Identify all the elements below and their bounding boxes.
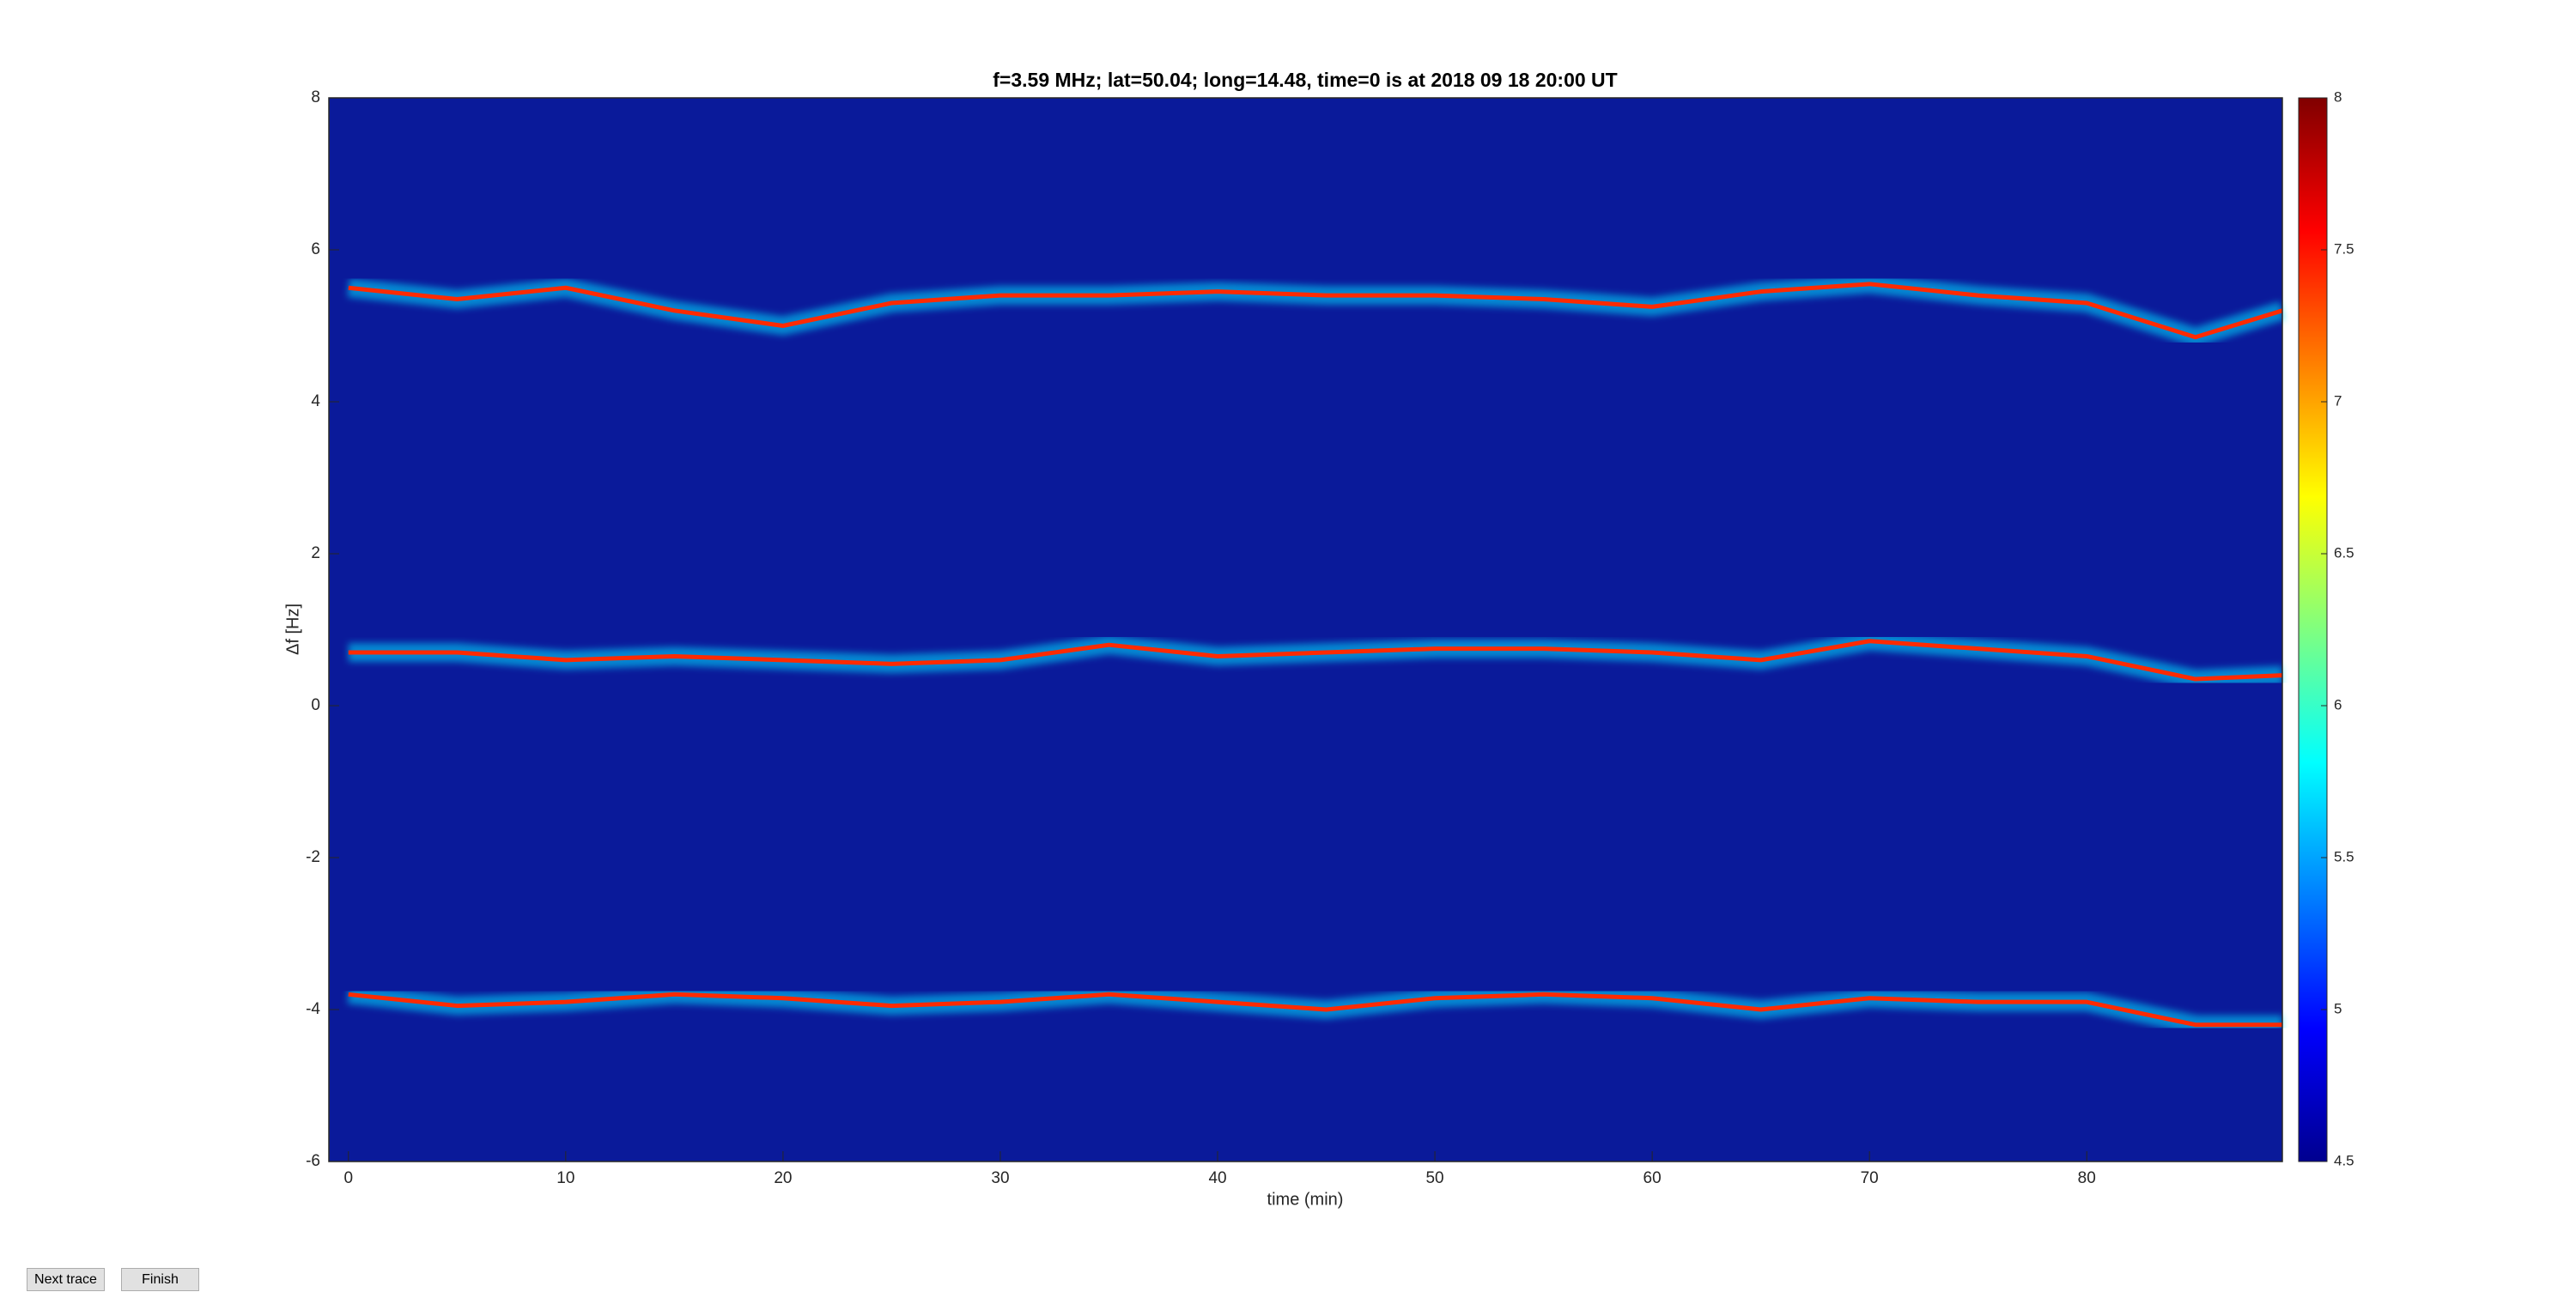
trace [348, 992, 2282, 1028]
colorbar-tick-label: 6 [2334, 696, 2342, 713]
plot-frame [328, 97, 2283, 1162]
x-tick-label: 20 [774, 1169, 792, 1187]
colorbar-tick-label: 5 [2334, 1000, 2342, 1016]
x-tick-label: 70 [1861, 1169, 1879, 1187]
trace [348, 282, 2283, 340]
x-axis-label: time (min) [1267, 1190, 1344, 1209]
colorbar-tick-label: 5.5 [2334, 848, 2354, 864]
x-tick-label: 80 [2078, 1169, 2096, 1187]
y-tick-label: 6 [311, 240, 320, 258]
x-tick-label: 40 [1208, 1169, 1226, 1187]
colorbar-tick-label: 8 [2334, 88, 2342, 105]
colorbar-tick-label: 6.5 [2334, 544, 2354, 561]
y-tick-label: 0 [311, 696, 320, 714]
x-tick-label: 0 [343, 1169, 353, 1187]
y-tick-label: -2 [306, 848, 320, 866]
y-tick-label: 4 [311, 392, 320, 410]
chart-title: f=3.59 MHz; lat=50.04; long=14.48, time=… [993, 69, 1617, 91]
colorbar-tick-label: 7 [2334, 392, 2342, 409]
x-tick-label: 60 [1643, 1169, 1662, 1187]
colorbar [2298, 97, 2328, 1162]
y-tick-label: 8 [311, 88, 320, 106]
x-tick-label: 50 [1425, 1169, 1443, 1187]
y-tick-label: -4 [306, 1000, 320, 1018]
x-tick-label: 30 [991, 1169, 1009, 1187]
y-tick-label: 2 [311, 544, 320, 562]
finish-button[interactable]: Finish [121, 1268, 199, 1291]
trace [348, 639, 2283, 682]
next-trace-button[interactable]: Next trace [27, 1268, 105, 1291]
x-tick-label: 10 [556, 1169, 574, 1187]
y-axis-label: Δf [Hz] [283, 604, 302, 655]
y-tick-label: -6 [306, 1152, 320, 1170]
spectrogram-background [329, 98, 2282, 1162]
colorbar-tick-label: 4.5 [2334, 1152, 2354, 1168]
colorbar-tick-label: 7.5 [2334, 240, 2354, 257]
